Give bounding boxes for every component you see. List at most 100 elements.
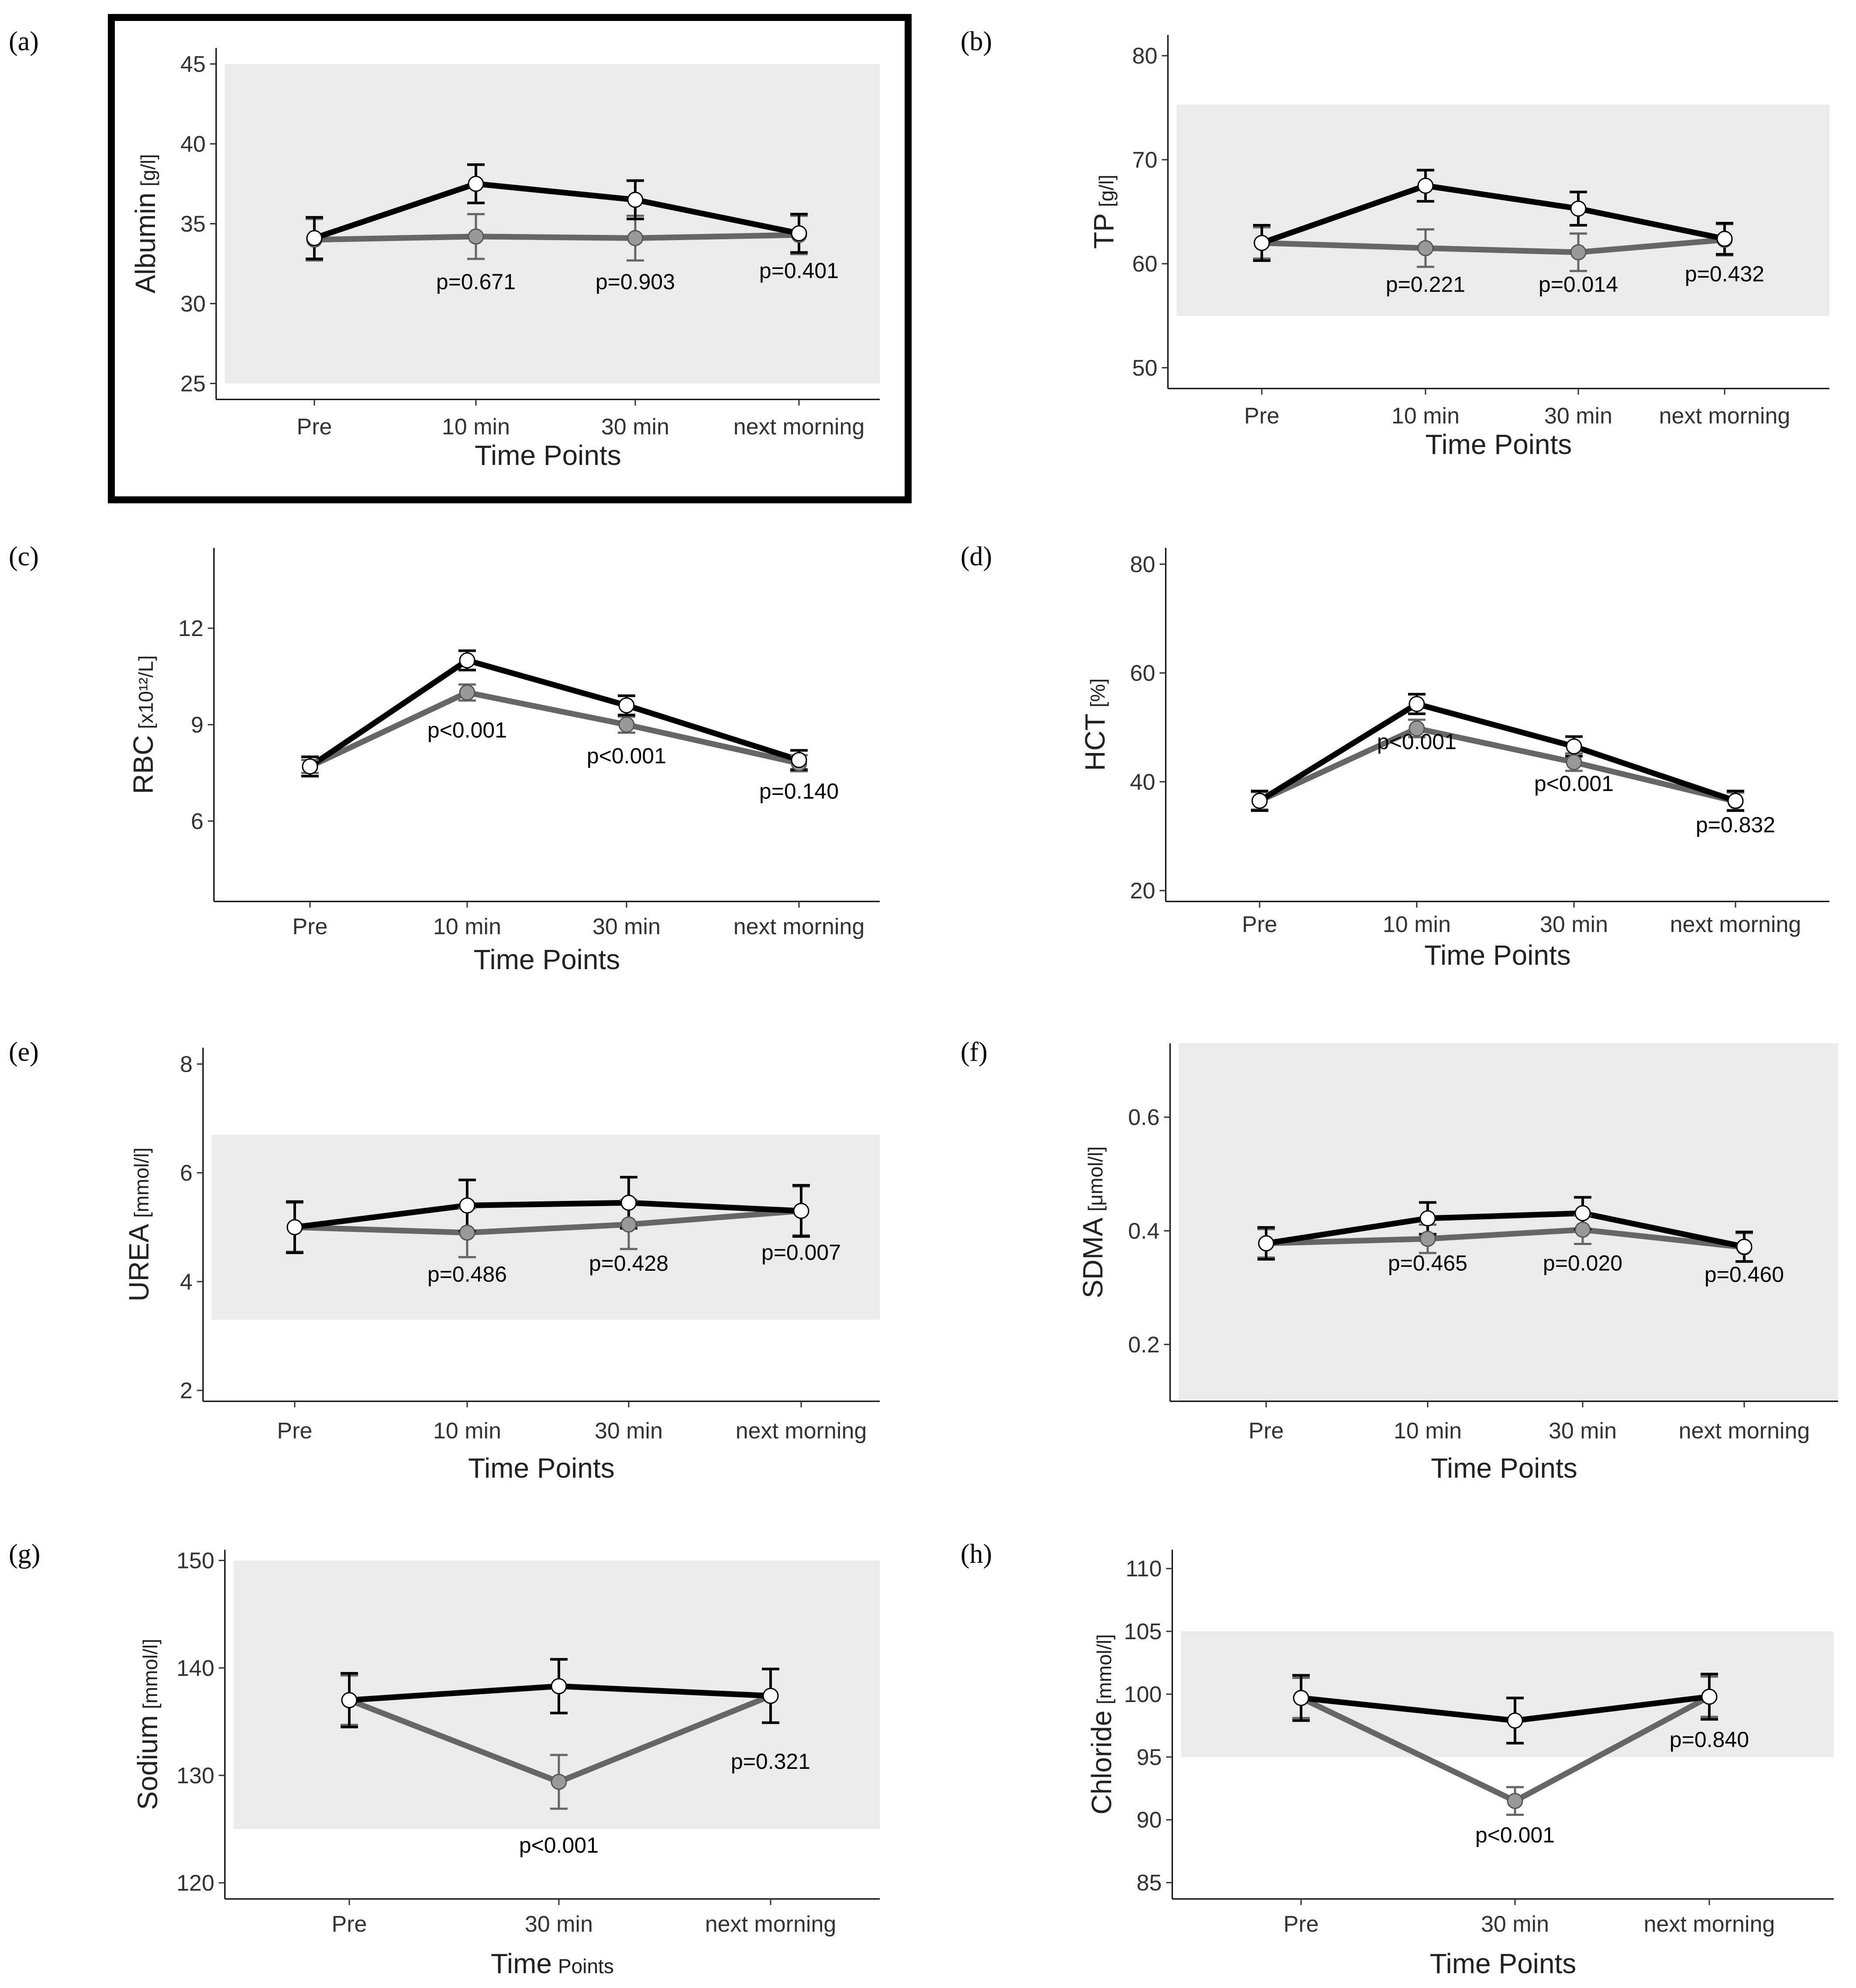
- panel-h: (h) 85 90 95 100 105 110 Pre 30 min next morning T…: [961, 1539, 1834, 1979]
- x-tick-label: 10 min: [433, 914, 501, 939]
- y-axis-title: Chloride [mmol/l]: [1086, 1634, 1117, 1814]
- p-value-label: p=0.221: [1386, 272, 1465, 296]
- y-tick-label: 40: [1130, 770, 1155, 795]
- x-tick-label: next morning: [1670, 912, 1801, 937]
- series-line-series_1: [1258, 701, 1737, 804]
- x-tick-label: Pre: [1249, 1418, 1284, 1444]
- y-tick-label: 70: [1132, 148, 1157, 173]
- y-tick-label: 80: [1132, 44, 1157, 69]
- data-point-series_2: [1566, 754, 1582, 770]
- series-line-series_1: [308, 657, 800, 769]
- y-tick-label: 0.4: [1128, 1219, 1160, 1244]
- p-value-label: p<0.001: [519, 1833, 599, 1857]
- data-point-series_1: [1293, 1690, 1309, 1706]
- data-point-series_2: [1570, 244, 1587, 261]
- p-value-label: p=0.465: [1388, 1251, 1467, 1276]
- data-point-series_1: [1258, 1235, 1274, 1252]
- y-axis-title-main: UREA: [123, 1224, 155, 1301]
- panel-b: (b) 50 60 70 80 Pre 10 min 30 min next morning Ti…: [961, 27, 1829, 460]
- data-point-series_1: [791, 225, 807, 241]
- y-tick-label: 80: [1130, 552, 1155, 577]
- reference-range-band: [225, 64, 880, 384]
- series-line-series_1: [294, 1200, 802, 1230]
- p-value-label: p=0.014: [1539, 272, 1618, 296]
- data-point-series_2: [459, 1224, 475, 1241]
- y-tick-label: 4: [180, 1269, 193, 1295]
- x-tick-label: 30 min: [1540, 912, 1608, 937]
- data-point-series_2: [1408, 720, 1425, 737]
- y-tick-label: 12: [178, 616, 203, 641]
- data-point-series_1: [459, 652, 475, 669]
- x-axis-title: Time Points: [474, 944, 620, 975]
- x-axis-title: Time Points: [1424, 939, 1571, 971]
- y-axis-title-unit: [%]: [1086, 678, 1109, 707]
- panel-letter: (e): [9, 1037, 39, 1067]
- data-point-series_1: [1727, 792, 1744, 809]
- data-point-series_2: [618, 716, 635, 733]
- data-point-series_2: [1507, 1793, 1523, 1809]
- data-point-series_1: [1253, 234, 1270, 251]
- data-point-series_1: [618, 697, 635, 714]
- reference-range-band: [1177, 104, 1829, 316]
- panel-f: (f) 0.2 0.4 0.6 Pre 10 min 30 min next morning T…: [961, 1037, 1838, 1484]
- p-value-label: p<0.001: [1534, 771, 1614, 796]
- y-tick-label: 25: [180, 371, 206, 396]
- data-point-series_1: [286, 1219, 303, 1235]
- data-point-series_1: [762, 1688, 779, 1704]
- data-point-series_1: [468, 175, 484, 192]
- x-axis-title: Time Points: [475, 440, 621, 471]
- panel-letter: (d): [961, 542, 992, 571]
- data-point-series_1: [620, 1194, 637, 1211]
- panel-letter: (f): [961, 1037, 988, 1067]
- y-axis-title-unit: [mmol/l]: [139, 1639, 162, 1709]
- y-axis-title: HCT [%]: [1079, 678, 1111, 771]
- x-axis-title-main: Time Points: [1426, 429, 1572, 460]
- x-tick-label: 30 min: [601, 414, 669, 440]
- x-tick-label: Pre: [293, 914, 328, 939]
- series-line-series_2: [1266, 1227, 1745, 1250]
- y-tick-label: 8: [180, 1052, 193, 1077]
- p-value-label: p=0.321: [731, 1749, 810, 1774]
- y-tick-label: 20: [1130, 878, 1155, 904]
- p-value-label: p<0.001: [1475, 1823, 1555, 1847]
- y-axis-title: SDMA [μmol/l]: [1077, 1146, 1109, 1298]
- p-value-label: p=0.832: [1696, 813, 1775, 837]
- x-axis-title: Time Points: [1431, 1452, 1577, 1484]
- y-tick-label: 0.6: [1128, 1105, 1160, 1130]
- x-tick-label: 30 min: [1549, 1418, 1617, 1444]
- series-line-series_2: [314, 232, 799, 243]
- y-axis-title: TP [g/l]: [1088, 175, 1119, 249]
- y-axis-title: Albumin [g/l]: [130, 154, 161, 293]
- y-tick-label: 110: [1126, 1556, 1162, 1582]
- series-line-series_2: [1258, 726, 1736, 805]
- y-tick-label: 90: [1136, 1808, 1162, 1833]
- y-axis-title-main: SDMA: [1077, 1218, 1109, 1298]
- data-point-series_1: [341, 1692, 358, 1709]
- y-axis-title-main: TP: [1088, 213, 1119, 249]
- p-value-label: p<0.001: [1377, 729, 1457, 754]
- data-point-series_1: [551, 1678, 567, 1695]
- p-value-label: p<0.001: [587, 743, 666, 768]
- x-tick-label: 10 min: [433, 1418, 501, 1444]
- data-point-series_2: [627, 230, 644, 246]
- p-value-label: p=0.401: [759, 258, 839, 283]
- data-point-series_1: [1574, 1205, 1591, 1221]
- x-tick-label: next morning: [1659, 403, 1791, 429]
- data-point-series_1: [1736, 1238, 1753, 1255]
- panel-letter: (a): [9, 27, 39, 56]
- x-axis-title: Time Points: [1430, 1948, 1577, 1979]
- p-value-label: p=0.428: [589, 1251, 668, 1276]
- y-axis-title-unit: [mmol/l]: [130, 1148, 153, 1218]
- x-tick-label: Pre: [1284, 1912, 1319, 1937]
- y-axis-title-unit: [x10¹²/L]: [134, 655, 157, 729]
- p-value-label: p=0.903: [596, 270, 675, 294]
- x-tick-label: 10 min: [1383, 912, 1451, 937]
- reference-range-band: [1181, 1631, 1834, 1757]
- data-point-series_1: [793, 1203, 809, 1219]
- x-tick-label: Pre: [277, 1418, 313, 1444]
- series-line-series_2: [309, 689, 800, 769]
- y-tick-label: 2: [180, 1378, 193, 1403]
- x-axis-title: Time Points: [468, 1452, 615, 1484]
- x-tick-label: next morning: [705, 1912, 837, 1937]
- data-point-series_1: [306, 230, 323, 246]
